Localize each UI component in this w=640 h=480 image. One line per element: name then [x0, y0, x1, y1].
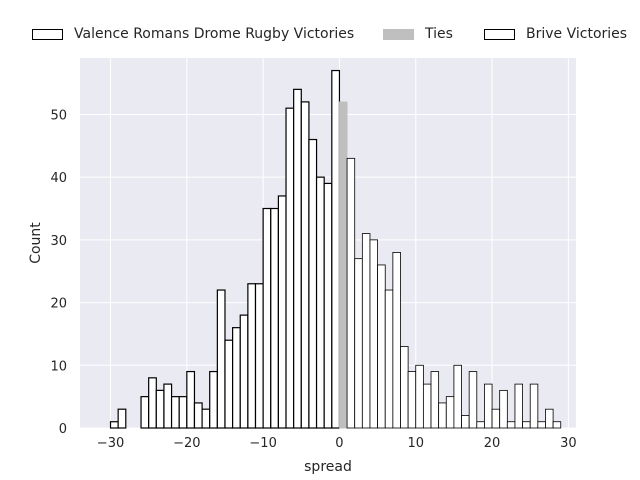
x-axis-ticks: −30 −20 −10 0 10 20 30 — [97, 436, 577, 451]
histogram-bar — [407, 371, 417, 429]
histogram-bar — [163, 383, 173, 429]
x-tick-label: 30 — [560, 436, 577, 451]
histogram-bar — [430, 371, 440, 429]
legend-label-brive: Brive Victories — [526, 26, 628, 42]
histogram-bar — [109, 421, 119, 429]
histogram-bar — [514, 383, 523, 429]
histogram-bar — [216, 289, 226, 429]
histogram-bar — [438, 402, 447, 429]
histogram-bar — [346, 157, 356, 429]
histogram-bar — [262, 207, 272, 429]
legend-label-valence: Valence Romans Drome Rugby Victories — [74, 26, 355, 42]
histogram-bar — [400, 346, 409, 429]
y-axis-ticks: 0 10 20 30 40 50 — [50, 108, 67, 437]
x-tick-label: −30 — [97, 436, 124, 451]
histogram-bar — [522, 421, 531, 429]
y-tick-label: 30 — [50, 234, 67, 249]
histogram-bar — [422, 383, 432, 429]
histogram-bar — [239, 314, 249, 429]
histogram-bar — [499, 389, 508, 429]
y-axis-label: Count — [28, 222, 44, 264]
y-tick-label: 10 — [50, 359, 67, 374]
histogram-bar — [445, 396, 455, 429]
legend-label-ties: Ties — [425, 26, 453, 42]
x-tick-label: 0 — [335, 436, 343, 451]
legend-item-ties: Ties — [383, 26, 453, 42]
histogram-bar — [308, 138, 318, 429]
legend-swatch-brive — [484, 28, 515, 40]
histogram-bar — [224, 339, 234, 429]
histogram-bar — [201, 408, 211, 429]
histogram-bar — [484, 383, 493, 429]
histogram-bar — [140, 396, 150, 429]
histogram-bar — [247, 283, 257, 429]
histogram-bar — [354, 258, 363, 429]
histogram-bar — [476, 421, 485, 429]
histogram-bar — [285, 107, 295, 429]
histogram-bar — [392, 252, 401, 429]
histogram-bar — [254, 283, 264, 429]
x-tick-label: 10 — [407, 436, 424, 451]
histogram-bar — [453, 364, 462, 429]
legend: Valence Romans Drome Rugby Victories Tie… — [0, 26, 640, 46]
histogram-bars — [109, 69, 562, 429]
histogram-bar — [339, 101, 348, 429]
histogram-bar — [361, 233, 371, 429]
histogram-bar — [170, 396, 180, 429]
legend-item-valence: Valence Romans Drome Rugby Victories — [32, 26, 354, 42]
x-tick-label: 20 — [484, 436, 501, 451]
histogram-bar — [491, 408, 501, 429]
legend-item-brive: Brive Victories — [484, 26, 627, 42]
histogram-bar — [545, 408, 554, 429]
histogram-bar — [293, 88, 302, 429]
y-tick-label: 0 — [59, 422, 67, 437]
histogram-bar — [148, 377, 157, 429]
histogram-bar — [117, 408, 127, 429]
histogram-bar — [461, 415, 470, 429]
histogram-bar — [155, 389, 165, 429]
histogram-bar — [384, 289, 394, 429]
histogram-bar — [270, 207, 279, 429]
histogram-bar — [468, 371, 478, 429]
histogram-bar — [193, 402, 203, 429]
histogram-bar — [377, 264, 386, 429]
histogram-bar — [232, 327, 241, 429]
histogram-bar — [552, 421, 562, 429]
y-tick-label: 20 — [50, 297, 67, 312]
legend-swatch-valence — [32, 28, 63, 40]
histogram-bar — [369, 239, 379, 429]
histogram-bar — [415, 364, 424, 429]
histogram-bar — [300, 101, 310, 429]
histogram-bar — [277, 195, 287, 429]
y-tick-label: 40 — [50, 171, 67, 186]
x-tick-label: −10 — [249, 436, 276, 451]
x-axis-label: spread — [304, 459, 352, 475]
histogram-bar — [186, 370, 196, 429]
histogram-bar — [331, 69, 341, 429]
x-tick-label: −20 — [173, 436, 200, 451]
histogram-bar — [209, 370, 218, 429]
histogram-bar — [529, 383, 539, 429]
y-tick-label: 50 — [50, 108, 67, 123]
histogram-bar — [537, 421, 546, 429]
histogram-bar — [506, 421, 516, 429]
legend-swatch-ties — [383, 28, 414, 40]
histogram-bar — [323, 182, 333, 429]
histogram-bar — [178, 396, 188, 429]
histogram-bar — [315, 176, 325, 429]
